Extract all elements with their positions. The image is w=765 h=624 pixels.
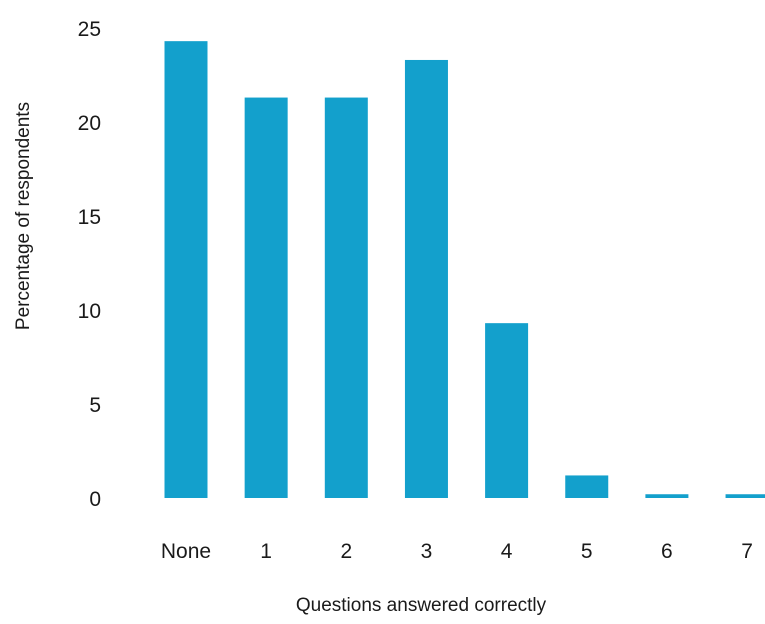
x-tick-label: 1 (260, 540, 272, 563)
x-tick-label: 2 (340, 540, 352, 563)
bar (405, 60, 448, 498)
y-tick-label: 10 (78, 300, 101, 323)
y-tick-label: 15 (78, 206, 101, 229)
y-tick-label: 0 (89, 488, 101, 511)
y-tick-label: 20 (78, 112, 101, 135)
bar (485, 323, 528, 498)
bar (165, 41, 208, 498)
bar (325, 98, 368, 498)
x-tick-label: 6 (661, 540, 673, 563)
x-tick-label: None (161, 540, 211, 563)
x-tick-label: 5 (581, 540, 593, 563)
y-tick-label: 5 (89, 394, 101, 417)
x-axis-title: Questions answered correctly (296, 595, 547, 616)
x-tick-label: 4 (501, 540, 513, 563)
x-tick-label: 3 (421, 540, 433, 563)
y-axis-title: Percentage of respondents (13, 102, 34, 330)
y-tick-label: 25 (78, 18, 101, 41)
bar (726, 494, 765, 498)
bars (165, 41, 765, 498)
y-axis-ticks: 0 5 10 15 20 25 (78, 18, 101, 511)
x-tick-label: 7 (741, 540, 753, 563)
x-axis-ticks: None 1 2 3 4 5 6 7 (161, 540, 753, 563)
bar (245, 98, 288, 498)
bar (565, 475, 608, 498)
bar (645, 494, 688, 498)
